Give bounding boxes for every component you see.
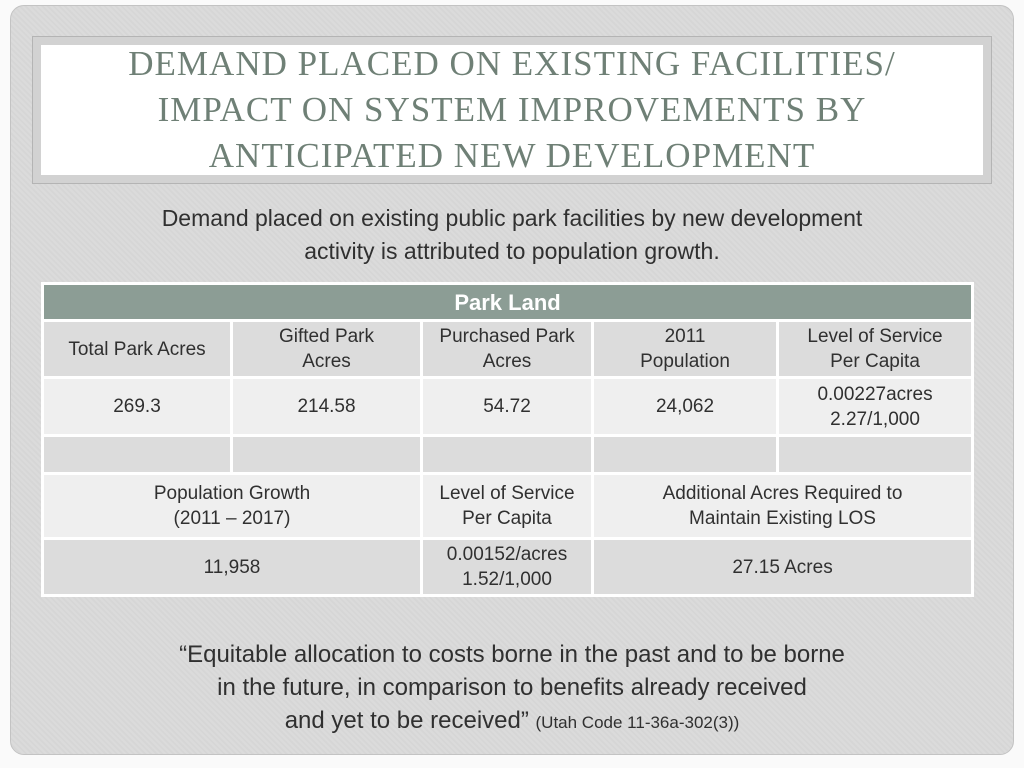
cell-gifted-park-acres: 214.58 bbox=[233, 379, 420, 434]
title-frame: DEMAND PLACED ON EXISTING FACILITIES/ IM… bbox=[32, 36, 992, 184]
col-header-level-of-service-2: Level of Service Per Capita bbox=[423, 475, 591, 537]
table-title-row: Park Land bbox=[44, 285, 972, 319]
quote-line: “Equitable allocation to costs borne in … bbox=[11, 638, 1013, 671]
cell-2011-population: 24,062 bbox=[594, 379, 776, 434]
col-header-2011-population: 2011 Population bbox=[594, 322, 776, 376]
empty-cell bbox=[594, 437, 776, 472]
empty-cell bbox=[423, 437, 591, 472]
empty-cell bbox=[233, 437, 420, 472]
quote-citation: (Utah Code 11-36a-302(3)) bbox=[535, 713, 740, 732]
cell-population-growth: 11,958 bbox=[44, 540, 420, 594]
quote-block: “Equitable allocation to costs borne in … bbox=[11, 638, 1013, 739]
quote-text: “Equitable allocation to costs borne in … bbox=[179, 641, 845, 668]
cell-total-park-acres: 269.3 bbox=[44, 379, 230, 434]
data-row-existing: 269.3 214.58 54.72 24,062 0.00227acres 2… bbox=[44, 379, 972, 434]
park-land-table: Park Land Total Park Acres Gifted Park A… bbox=[41, 282, 975, 597]
quote-line: in the future, in comparison to benefits… bbox=[11, 671, 1013, 704]
col-header-total-park-acres: Total Park Acres bbox=[44, 322, 230, 376]
slide: DEMAND PLACED ON EXISTING FACILITIES/ IM… bbox=[10, 5, 1014, 755]
slide-title: DEMAND PLACED ON EXISTING FACILITIES/ IM… bbox=[128, 44, 896, 175]
column-header-row: Total Park Acres Gifted Park Acres Purch… bbox=[44, 322, 972, 376]
col-header-level-of-service: Level of Service Per Capita bbox=[779, 322, 972, 376]
empty-cell bbox=[44, 437, 230, 472]
quote-text: in the future, in comparison to benefits… bbox=[217, 674, 807, 701]
quote-line: and yet to be received” (Utah Code 11-36… bbox=[11, 704, 1013, 739]
col-header-gifted-park-acres: Gifted Park Acres bbox=[233, 322, 420, 376]
cell-additional-acres: 27.15 Acres bbox=[594, 540, 972, 594]
spacer-row bbox=[44, 437, 972, 472]
empty-cell bbox=[779, 437, 972, 472]
col-header-additional-acres: Additional Acres Required to Maintain Ex… bbox=[594, 475, 972, 537]
quote-text: and yet to be received” bbox=[284, 707, 529, 734]
title-inner-box: DEMAND PLACED ON EXISTING FACILITIES/ IM… bbox=[41, 44, 983, 175]
col-header-population-growth: Population Growth (2011 – 2017) bbox=[44, 475, 420, 537]
col-header-purchased-park-acres: Purchased Park Acres bbox=[423, 322, 591, 376]
data-row-growth: 11,958 0.00152/acres 1.52/1,000 27.15 Ac… bbox=[44, 540, 972, 594]
cell-purchased-park-acres: 54.72 bbox=[423, 379, 591, 434]
column-header-row-growth: Population Growth (2011 – 2017) Level of… bbox=[44, 475, 972, 537]
table-title: Park Land bbox=[44, 285, 972, 319]
cell-level-of-service: 0.00227acres 2.27/1,000 bbox=[779, 379, 972, 434]
intro-text: Demand placed on existing public park fa… bbox=[161, 205, 863, 264]
cell-level-of-service-2: 0.00152/acres 1.52/1,000 bbox=[423, 540, 591, 594]
